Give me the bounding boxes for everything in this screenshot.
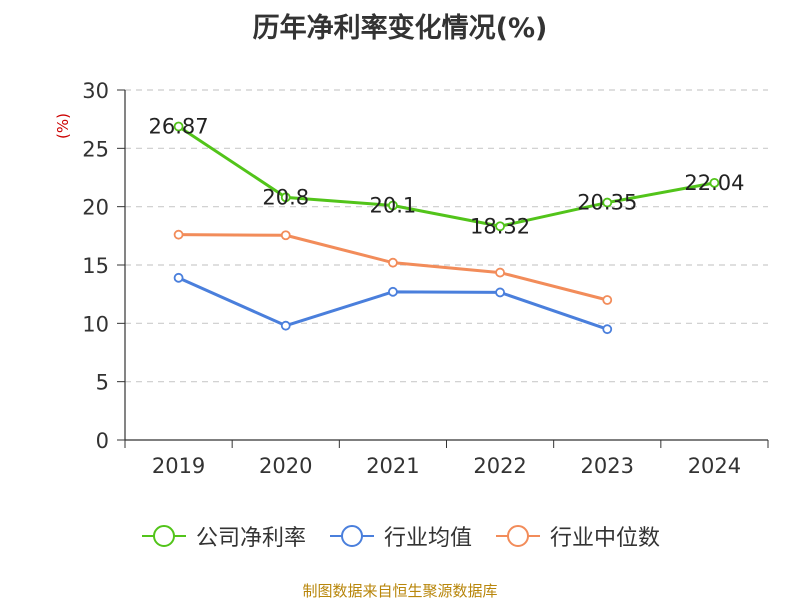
legend-label: 行业中位数 [550,526,661,551]
data-point [388,286,398,297]
legend-item[interactable]: 公司净利率 [140,520,306,552]
data-point [280,230,291,241]
y-tick-label: 20 [82,196,109,220]
legend-item[interactable]: 行业中位数 [494,520,660,552]
data-point [173,121,184,132]
series-line [177,276,608,331]
legend-label: 公司净利率 [195,526,306,551]
x-tick-label: 2024 [688,454,741,478]
y-axis-label: (%) [54,113,72,139]
data-point [173,229,184,240]
data-point [388,200,398,211]
legend: 公司净利率 行业均值 行业中位数 [0,520,800,552]
series-layer [173,121,720,335]
x-tick-label: 2023 [581,454,634,478]
y-tick-label: 25 [82,137,109,161]
data-label: 20.8 [262,185,309,209]
data-point [388,257,398,268]
data-label: 20.35 [577,191,637,215]
y-tick-label: 5 [96,371,109,395]
label-layer: 26.87 20.8 20.1 18.32 20.35 22.04 [149,115,745,239]
legend-item[interactable]: 行业均值 [328,520,472,552]
data-label: 18.32 [470,214,530,238]
x-tick-label: 2019 [152,454,205,478]
x-tick-label: 2020 [259,454,312,478]
y-tick-label: 0 [96,429,109,453]
data-point [602,324,613,335]
series-line [177,125,715,228]
source-note: 制图数据来自恒生聚源数据库 [302,582,498,600]
data-point [173,272,184,283]
data-point [602,197,613,208]
y-tick-label: 10 [82,312,109,336]
data-point [280,192,291,203]
y-tick-label: 15 [82,254,109,278]
data-label: 26.87 [149,115,209,139]
y-tick-label: 30 [82,79,109,103]
data-point [280,320,291,331]
legend-label: 行业均值 [383,526,472,551]
data-point [495,221,505,232]
axis-layer: 0 5 10 15 20 25 30 2019 2020 2021 2022 2023 2024 [82,79,769,478]
data-point [602,295,613,305]
legend-marker-icon [141,525,186,547]
chart-title: 历年净利率变化情况(%) [252,13,548,44]
x-tick-label: 2022 [473,454,526,478]
x-tick-label: 2021 [366,454,419,478]
data-label: 22.04 [684,171,744,195]
legend-marker-icon [329,525,374,547]
legend-marker-icon [496,525,540,547]
data-point [709,177,720,188]
grid-layer [125,89,768,383]
data-label: 20.1 [370,194,417,218]
data-point [495,287,505,298]
data-point [495,267,505,278]
